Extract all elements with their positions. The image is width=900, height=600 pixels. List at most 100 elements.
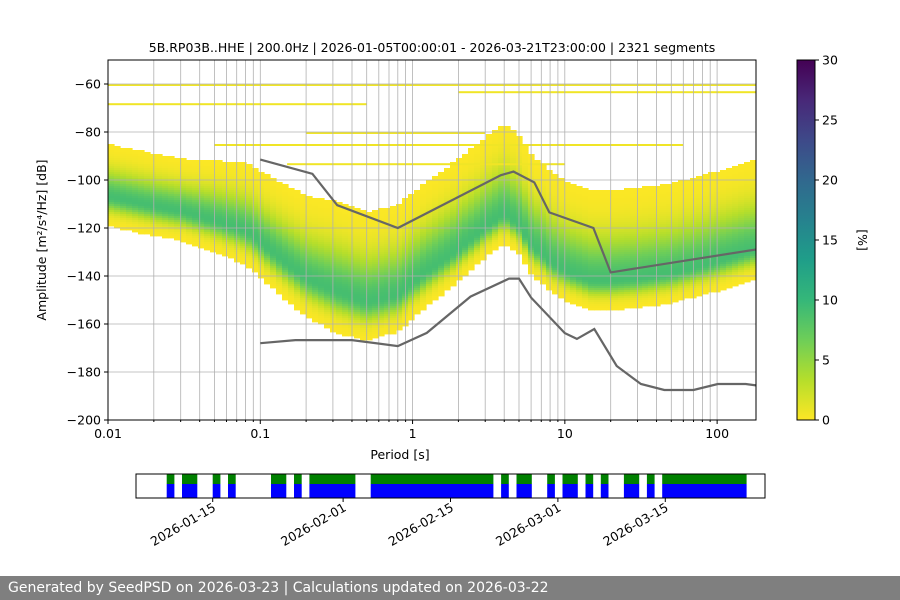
psd-cell	[474, 224, 481, 227]
psd-cell	[354, 316, 361, 319]
psd-cell	[534, 200, 541, 203]
psd-cell	[246, 198, 253, 201]
psd-cell	[630, 212, 637, 215]
psd-cell	[138, 168, 145, 171]
psd-cell	[624, 200, 631, 203]
psd-cell	[132, 228, 139, 231]
psd-cell	[192, 178, 199, 181]
psd-cell	[228, 256, 235, 259]
psd-cell	[360, 302, 367, 305]
psd-cell	[462, 154, 469, 157]
psd-cell	[510, 248, 517, 251]
psd-cell	[432, 298, 439, 301]
psd-cell	[312, 206, 319, 209]
psd-cell	[276, 202, 283, 205]
psd-cell	[198, 214, 205, 217]
psd-cell	[408, 196, 415, 199]
psd-cell	[126, 150, 133, 153]
psd-cell	[600, 300, 607, 303]
psd-cell	[510, 174, 517, 177]
psd-cell	[168, 222, 175, 225]
psd-cell	[294, 270, 301, 273]
psd-cell	[192, 228, 199, 231]
psd-cell	[474, 160, 481, 163]
psd-cell	[588, 192, 595, 195]
psd-cell	[552, 250, 559, 253]
psd-cell	[180, 194, 187, 197]
psd-cell	[612, 190, 619, 193]
psd-cell	[126, 172, 133, 175]
psd-cell	[372, 210, 379, 213]
psd-cell	[636, 270, 643, 273]
psd-cell	[120, 206, 127, 209]
psd-cell	[582, 282, 589, 285]
psd-cell	[600, 232, 607, 235]
psd-cell	[240, 236, 247, 239]
psd-cell	[240, 248, 247, 251]
psd-cell	[450, 232, 457, 235]
psd-cell	[594, 272, 601, 275]
psd-cell	[534, 174, 541, 177]
psd-cell	[204, 196, 211, 199]
psd-cell	[408, 254, 415, 257]
psd-cell	[168, 178, 175, 181]
psd-cell	[306, 306, 313, 309]
psd-cell	[540, 210, 547, 213]
psd-cell	[564, 210, 571, 213]
psd-cell	[138, 226, 145, 229]
psd-cell	[318, 260, 325, 263]
psd-cell	[390, 320, 397, 323]
psd-cell	[318, 306, 325, 309]
psd-cell	[186, 204, 193, 207]
psd-cell	[126, 204, 133, 207]
psd-cell	[606, 258, 613, 261]
psd-cell	[324, 292, 331, 295]
psd-cell	[444, 246, 451, 249]
psd-cell	[342, 204, 349, 207]
psd-cell	[624, 286, 631, 289]
psd-cell	[384, 274, 391, 277]
psd-cell	[468, 152, 475, 155]
psd-cell	[588, 272, 595, 275]
psd-cell	[312, 296, 319, 299]
psd-cell	[180, 190, 187, 193]
psd-cell	[408, 226, 415, 229]
psd-cell	[510, 186, 517, 189]
psd-cell	[570, 188, 577, 191]
psd-cell	[450, 254, 457, 257]
psd-cell	[432, 204, 439, 207]
psd-cell	[600, 210, 607, 213]
psd-cell	[168, 214, 175, 217]
psd-cell	[114, 200, 121, 203]
psd-cell	[474, 154, 481, 157]
psd-cell	[540, 176, 547, 179]
psd-cell	[438, 254, 445, 257]
psd-cell	[288, 226, 295, 229]
psd-cell	[594, 192, 601, 195]
psd-cell	[624, 188, 631, 191]
psd-cell	[444, 204, 451, 207]
psd-cell	[300, 250, 307, 253]
psd-cell	[156, 154, 163, 157]
psd-cell	[228, 244, 235, 247]
psd-cell	[228, 248, 235, 251]
psd-cell	[306, 230, 313, 233]
psd-cell	[360, 262, 367, 265]
psd-cell	[390, 296, 397, 299]
psd-cell	[612, 276, 619, 279]
psd-cell	[498, 188, 505, 191]
psd-cell	[240, 224, 247, 227]
psd-cell	[522, 236, 529, 239]
psd-cell	[534, 236, 541, 239]
psd-cell	[324, 326, 331, 329]
psd-cell	[120, 184, 127, 187]
psd-cell	[504, 168, 511, 171]
psd-cell	[534, 258, 541, 261]
psd-cell	[216, 238, 223, 241]
psd-cell	[306, 246, 313, 249]
psd-cell	[288, 288, 295, 291]
psd-cell	[426, 288, 433, 291]
psd-cell	[486, 174, 493, 177]
psd-cell	[636, 280, 643, 283]
psd-cell	[366, 270, 373, 273]
